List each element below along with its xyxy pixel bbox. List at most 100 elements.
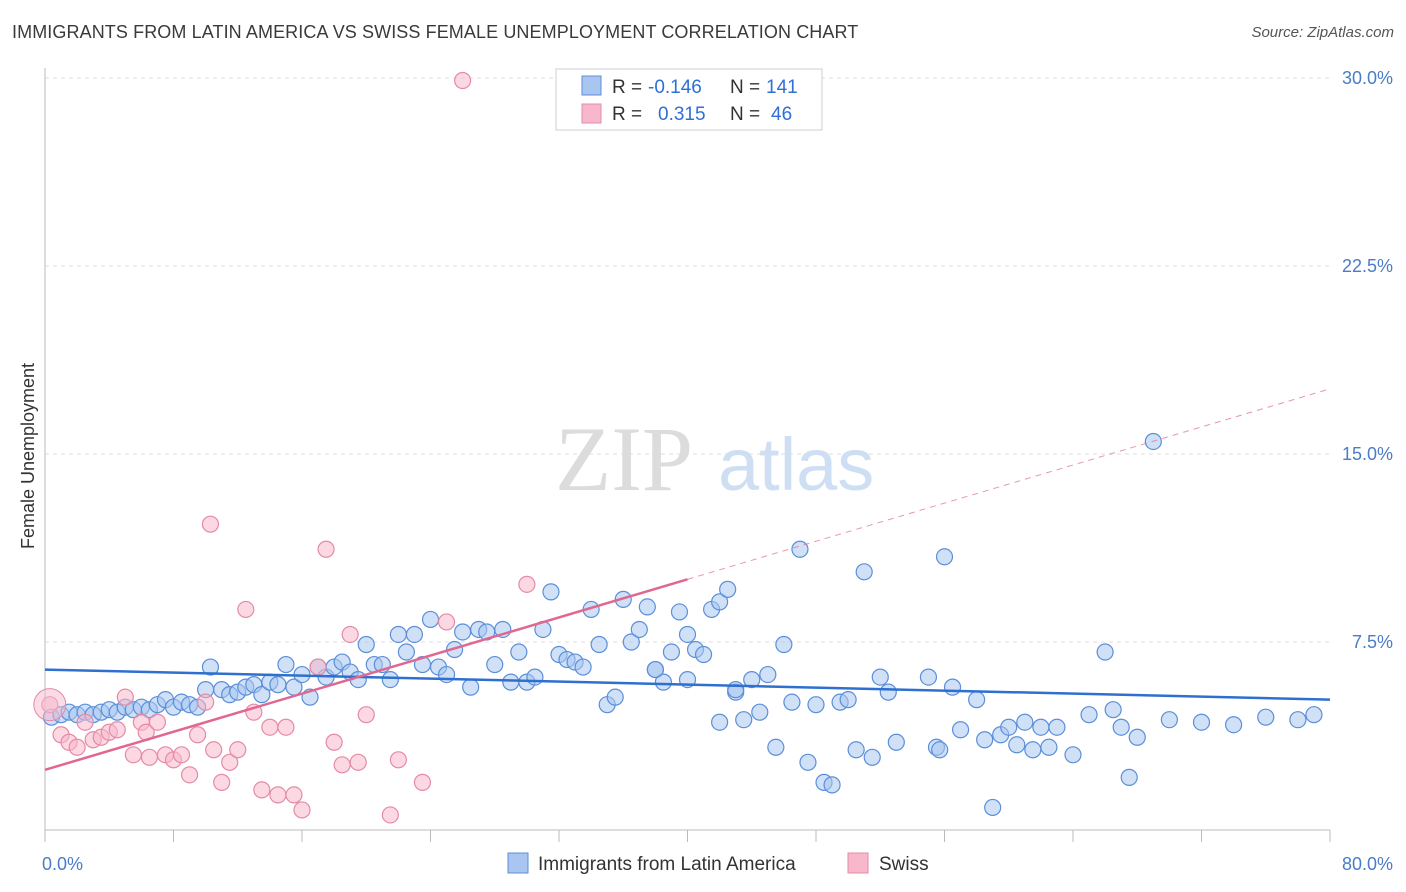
swiss-point-43 — [413, 773, 432, 791]
latin-america-point-129 — [1128, 728, 1146, 746]
legend-n-value-1: 141 — [766, 77, 798, 98]
latin-america-point-102 — [863, 748, 881, 766]
trend-line-latin-america — [44, 668, 1331, 701]
x-tick-label-max: 80.0% — [1342, 854, 1393, 874]
bottom-legend-swatch-blue — [507, 852, 529, 874]
series-latin-america-points — [42, 432, 1323, 817]
swiss-point-28 — [253, 781, 271, 799]
latin-america-point-92 — [783, 693, 801, 711]
legend-r-label-2: R = — [612, 104, 642, 125]
swiss-point-large — [33, 688, 67, 722]
latin-america-point-119 — [1024, 741, 1042, 759]
latin-america-point-95 — [807, 696, 825, 714]
swiss-point-8 — [108, 721, 126, 739]
latin-america-point-108 — [931, 741, 949, 759]
swiss-point-34 — [309, 658, 327, 676]
latin-america-point-111 — [951, 721, 970, 739]
latin-america-point-20 — [201, 658, 220, 676]
swiss-point-25 — [229, 741, 247, 759]
latin-america-point-110 — [943, 678, 962, 696]
latin-america-point-117 — [1008, 736, 1026, 754]
y-tick-label-3: 30.0% — [1342, 68, 1393, 88]
swiss-point-29 — [261, 718, 279, 736]
swiss-point-17 — [172, 746, 191, 764]
swiss-point-45 — [518, 575, 536, 593]
latin-america-point-62 — [542, 583, 560, 601]
latin-america-point-79 — [678, 625, 697, 644]
latin-america-point-114 — [984, 798, 1002, 817]
swiss-point-42 — [389, 751, 407, 769]
swiss-point-20 — [197, 693, 215, 711]
legend-r-value-2: 0.315 — [658, 104, 706, 125]
x-axis-ticks — [44, 830, 1331, 842]
y-tick-label-2: 22.5% — [1342, 256, 1393, 276]
latin-america-point-55 — [486, 655, 504, 674]
latin-america-point-76 — [654, 673, 673, 691]
swiss-point-33 — [293, 801, 311, 819]
bottom-legend-label-blue: Immigrants from Latin America — [538, 854, 796, 875]
latin-america-point-77 — [662, 643, 681, 661]
latin-america-point-44 — [397, 643, 416, 661]
swiss-point-36 — [325, 733, 343, 751]
latin-america-point-137 — [727, 681, 745, 699]
legend-n-value-2: 46 — [771, 104, 792, 125]
swiss-point-40 — [357, 706, 375, 724]
latin-america-point-86 — [735, 711, 753, 729]
latin-america-point-122 — [1048, 718, 1066, 736]
source-credit: Source: ZipAtlas.com — [1251, 24, 1394, 41]
latin-america-point-51 — [454, 623, 472, 641]
series-swiss-points — [33, 71, 536, 824]
latin-america-point-120 — [1032, 718, 1050, 736]
legend-r-label-1: R = — [612, 77, 642, 98]
swiss-point-19 — [188, 726, 207, 744]
watermark-zip: ZIP — [555, 408, 693, 510]
latin-america-point-121 — [1040, 738, 1058, 756]
latin-america-point-52 — [462, 678, 480, 696]
latin-america-point-112 — [968, 691, 986, 709]
latin-america-point-70 — [606, 688, 624, 706]
y-axis-label: Female Unemployment — [18, 363, 38, 549]
latin-america-point-124 — [1080, 706, 1098, 724]
latin-america-point-91 — [775, 635, 793, 654]
latin-america-point-118 — [1016, 713, 1034, 731]
latin-america-point-101 — [855, 563, 873, 581]
latin-america-point-45 — [405, 625, 424, 644]
latin-america-point-132 — [1192, 713, 1211, 731]
latin-america-point-106 — [919, 668, 938, 686]
swiss-point-46 — [437, 613, 456, 631]
latin-america-point-60 — [526, 668, 544, 686]
trend-line-swiss-extension — [687, 388, 1331, 580]
swiss-point-38 — [341, 625, 359, 644]
latin-america-point-105 — [887, 733, 905, 751]
latin-america-point-135 — [1289, 711, 1307, 729]
latin-america-point-138 — [711, 713, 729, 731]
latin-america-point-47 — [421, 610, 440, 629]
latin-america-point-42 — [381, 670, 399, 689]
swiss-point-41 — [381, 806, 399, 824]
latin-america-point-58 — [510, 643, 528, 661]
swiss-point-32 — [285, 786, 303, 804]
latin-america-point-99 — [839, 691, 857, 709]
latin-america-point-93 — [791, 540, 809, 558]
swiss-point-44 — [454, 71, 472, 90]
latin-america-point-26 — [253, 686, 271, 704]
chart-title: IMMIGRANTS FROM LATIN AMERICA VS SWISS F… — [12, 22, 859, 42]
legend-n-label-2: N = — [730, 104, 760, 125]
swiss-point-21 — [201, 515, 220, 533]
bottom-legend-label-pink: Swiss — [879, 854, 929, 875]
latin-america-point-125 — [1096, 643, 1114, 661]
swiss-point-3 — [68, 738, 86, 756]
latin-america-point-104 — [879, 683, 897, 701]
swiss-point-14 — [148, 713, 167, 731]
legend-r-value-1: -0.146 — [648, 77, 702, 98]
latin-america-point-131 — [1160, 711, 1178, 729]
latin-america-point-113 — [976, 731, 994, 749]
latin-america-point-109 — [935, 548, 954, 566]
latin-america-point-43 — [389, 625, 407, 644]
latin-america-point-128 — [1120, 768, 1138, 786]
latin-america-point-127 — [1112, 718, 1130, 736]
swiss-point-24 — [221, 753, 239, 771]
y-tick-labels: 7.5% 15.0% 22.5% 30.0% — [1342, 68, 1393, 652]
y-tick-label-1: 15.0% — [1342, 444, 1393, 464]
